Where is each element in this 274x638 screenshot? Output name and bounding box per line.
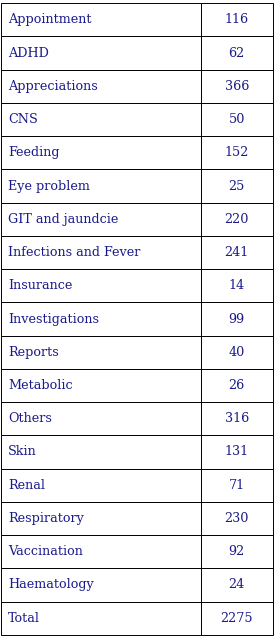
Text: Feeding: Feeding — [8, 146, 60, 160]
Text: Vaccination: Vaccination — [8, 545, 83, 558]
Bar — [201, 236, 273, 269]
Text: 71: 71 — [229, 478, 245, 492]
Text: 152: 152 — [224, 146, 249, 160]
Bar — [201, 170, 273, 203]
Bar — [1, 369, 201, 402]
Text: Investigations: Investigations — [8, 313, 99, 325]
Text: 99: 99 — [229, 313, 245, 325]
Bar — [201, 269, 273, 302]
Text: Reports: Reports — [8, 346, 59, 359]
Bar — [1, 468, 201, 502]
Bar — [201, 602, 273, 635]
Text: Metabolic: Metabolic — [8, 379, 73, 392]
Bar — [201, 70, 273, 103]
Text: 230: 230 — [224, 512, 249, 525]
Bar — [201, 302, 273, 336]
Text: Skin: Skin — [8, 445, 37, 459]
Text: Respiratory: Respiratory — [8, 512, 84, 525]
Text: Total: Total — [8, 612, 40, 625]
Bar — [1, 203, 201, 236]
Bar — [201, 103, 273, 136]
Bar — [1, 402, 201, 435]
Text: 92: 92 — [229, 545, 245, 558]
Text: 25: 25 — [229, 179, 245, 193]
Text: Others: Others — [8, 412, 52, 426]
Text: 116: 116 — [225, 13, 249, 26]
Text: 366: 366 — [224, 80, 249, 93]
Bar — [1, 70, 201, 103]
Text: Infections and Fever: Infections and Fever — [8, 246, 141, 259]
Bar — [1, 3, 201, 36]
Bar — [201, 402, 273, 435]
Bar — [1, 269, 201, 302]
Text: 62: 62 — [229, 47, 245, 59]
Text: Renal: Renal — [8, 478, 45, 492]
Bar — [201, 36, 273, 70]
Bar — [1, 103, 201, 136]
Bar — [201, 435, 273, 468]
Bar — [1, 336, 201, 369]
Text: Appreciations: Appreciations — [8, 80, 98, 93]
Bar — [1, 36, 201, 70]
Bar — [1, 236, 201, 269]
Text: 131: 131 — [225, 445, 249, 459]
Bar — [201, 136, 273, 170]
Text: GIT and jaundcie: GIT and jaundcie — [8, 212, 119, 226]
Bar — [201, 468, 273, 502]
Text: Insurance: Insurance — [8, 279, 73, 292]
Text: Appointment: Appointment — [8, 13, 92, 26]
Text: ADHD: ADHD — [8, 47, 49, 59]
Bar — [1, 502, 201, 535]
Bar — [201, 502, 273, 535]
Bar — [201, 369, 273, 402]
Text: CNS: CNS — [8, 113, 38, 126]
Bar — [201, 568, 273, 602]
Bar — [201, 336, 273, 369]
Bar — [1, 602, 201, 635]
Text: 40: 40 — [229, 346, 245, 359]
Text: 316: 316 — [225, 412, 249, 426]
Text: 26: 26 — [229, 379, 245, 392]
Text: 14: 14 — [229, 279, 245, 292]
Bar — [201, 203, 273, 236]
Text: Haematology: Haematology — [8, 579, 94, 591]
Bar — [1, 435, 201, 468]
Bar — [201, 3, 273, 36]
Bar — [1, 170, 201, 203]
Text: Eye problem: Eye problem — [8, 179, 90, 193]
Text: 220: 220 — [224, 212, 249, 226]
Bar — [1, 535, 201, 568]
Text: 2275: 2275 — [220, 612, 253, 625]
Text: 50: 50 — [229, 113, 245, 126]
Bar — [1, 302, 201, 336]
Text: 241: 241 — [225, 246, 249, 259]
Bar — [1, 136, 201, 170]
Text: 24: 24 — [229, 579, 245, 591]
Bar — [1, 568, 201, 602]
Bar — [201, 535, 273, 568]
